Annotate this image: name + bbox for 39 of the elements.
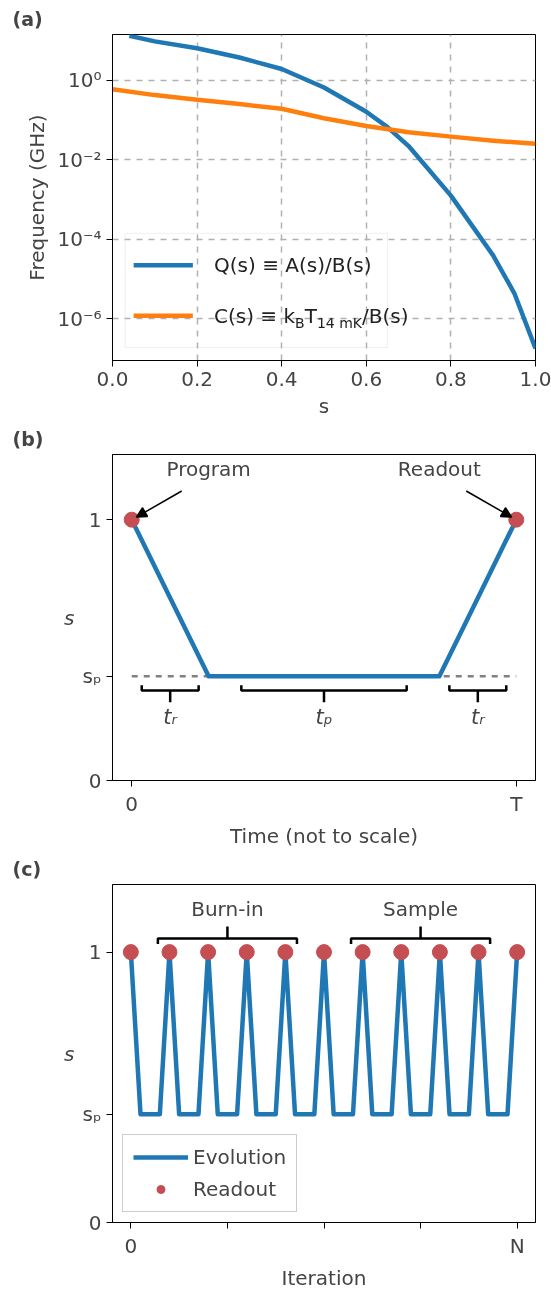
- legend-label: Q(s) ≡ A(s)/B(s): [214, 253, 372, 278]
- x-tick-label: T: [509, 791, 524, 816]
- line-series: [127, 34, 536, 351]
- y-axis-title: s: [64, 605, 75, 630]
- x-tick-label: 0.0: [96, 366, 129, 391]
- y-tick-label: 1: [88, 507, 102, 532]
- y-tick-label: 1: [88, 940, 102, 965]
- annotation: Program: [166, 456, 251, 481]
- x-axis-title: Iteration: [281, 1265, 367, 1290]
- y-tick-label: 10⁻⁶: [57, 306, 102, 331]
- x-tick-label: 0.4: [265, 366, 298, 391]
- x-tick-label: N: [509, 1233, 525, 1258]
- y-axis-title: Frequency (GHz): [25, 114, 50, 281]
- y-axis-title: s: [64, 1041, 75, 1066]
- chart-title: (b): [12, 427, 44, 450]
- annotation: Readout: [397, 456, 482, 481]
- annotation: tₚ: [315, 704, 333, 729]
- chart-title: (c): [12, 857, 42, 880]
- y-tick-label: 0: [88, 1210, 102, 1235]
- line-series: [112, 86, 536, 147]
- y-tick-label: sₚ: [82, 664, 102, 689]
- annotation: tᵣ: [470, 704, 487, 729]
- legend-label: Evolution: [193, 1145, 287, 1169]
- y-tick-label: 10⁻²: [57, 147, 102, 172]
- chart-title: (a): [12, 7, 43, 30]
- x-tick-label: 0.8: [435, 366, 467, 391]
- y-tick-label: 0: [88, 768, 102, 793]
- x-tick-label: 0.2: [181, 366, 214, 391]
- annotation: tᵣ: [163, 704, 179, 729]
- y-tick-label: sₚ: [82, 1102, 102, 1127]
- x-axis-title: s: [318, 393, 330, 418]
- x-axis-title: Time (not to scale): [229, 823, 419, 848]
- legend-label: Readout: [193, 1177, 277, 1201]
- annotation: Burn-in: [191, 897, 264, 921]
- x-tick-label: 0.6: [350, 366, 383, 391]
- y-tick-label: 10⁰: [68, 68, 102, 93]
- x-tick-label: 1.0: [519, 366, 551, 391]
- annotation: Sample: [383, 897, 459, 921]
- y-tick-label: 10⁻⁴: [57, 227, 102, 252]
